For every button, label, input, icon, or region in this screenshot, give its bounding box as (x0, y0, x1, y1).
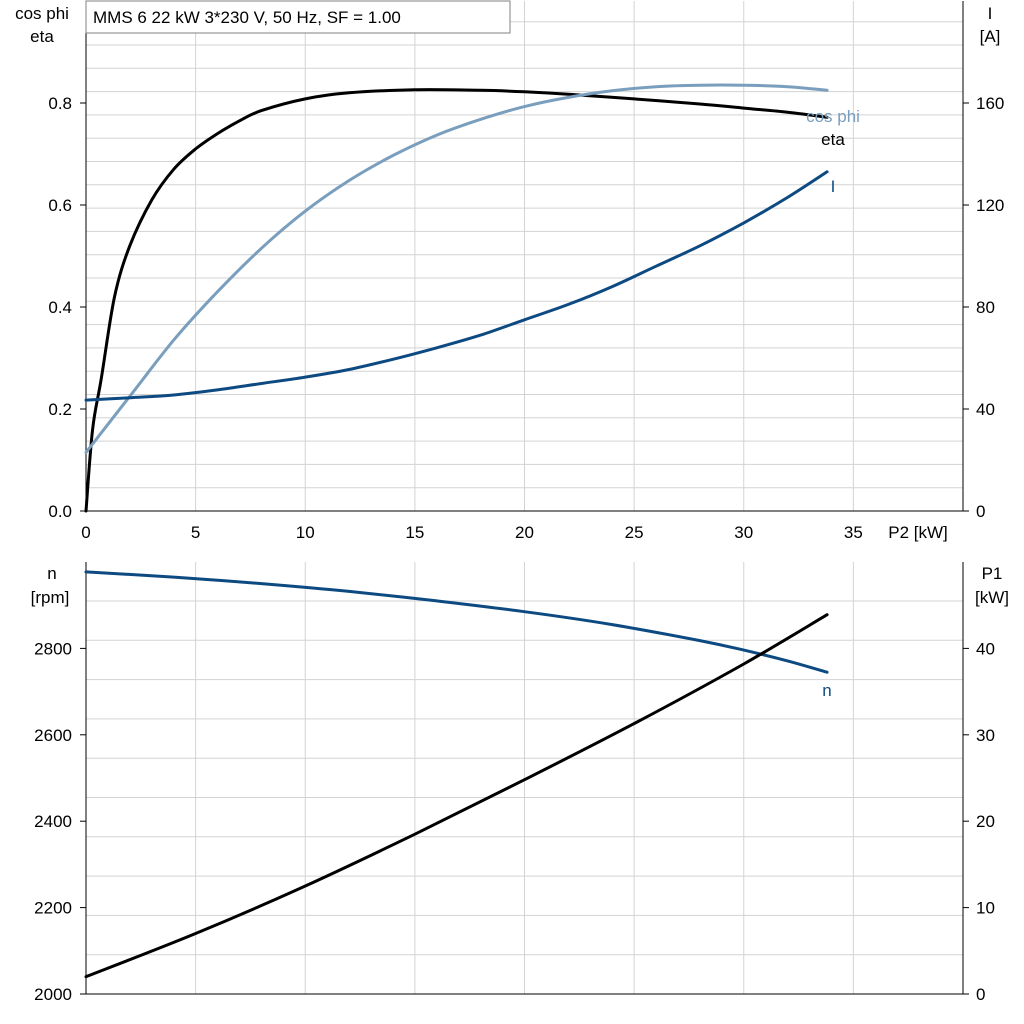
right-tick-label: 120 (976, 196, 1004, 215)
top-right-axis-label-1: I (988, 4, 993, 23)
series-label-speed: n (822, 681, 831, 700)
top-right-axis-label-2: [A] (980, 27, 1001, 46)
speed-curve (84, 570, 829, 674)
x-tick-label: 30 (734, 523, 753, 542)
right-tick-label: 160 (976, 94, 1004, 113)
x-tick-label: 35 (844, 523, 863, 542)
left-tick-label: 2000 (34, 985, 72, 1004)
x-tick-label: 5 (191, 523, 200, 542)
series-label-eta: eta (821, 130, 845, 149)
right-tick-label: 80 (976, 298, 995, 317)
top-panel-ticks: 0.0 0.2 0.4 0.6 0.8 0 40 80 120 160 0 5 10 15 20 25 30 35 (48, 94, 1004, 542)
x-tick-label: 20 (515, 523, 534, 542)
top-left-axis-label-1: cos phi (15, 4, 69, 23)
bottom-panel-grid (86, 562, 963, 994)
right-tick-label: 10 (976, 899, 995, 918)
left-tick-label: 0.4 (48, 298, 72, 317)
left-tick-label: 0.2 (48, 400, 72, 419)
bottom-panel-ticks: 2000 2200 2400 2600 2800 0 10 20 30 40 (34, 639, 995, 1004)
bottom-right-axis-label-2: [kW] (975, 588, 1009, 607)
top-left-axis-label-2: eta (30, 27, 54, 46)
eta-curve (84, 88, 829, 513)
left-tick-label: 0.6 (48, 196, 72, 215)
top-panel-frame (85, 1, 964, 512)
right-tick-label: 40 (976, 639, 995, 658)
cosphi-curve (84, 83, 829, 454)
left-tick-label: 2400 (34, 812, 72, 831)
left-tick-label: 0.8 (48, 94, 72, 113)
top-panel-curves (84, 83, 829, 513)
right-tick-label: 40 (976, 400, 995, 419)
right-tick-label: 30 (976, 726, 995, 745)
title-box (85, 0, 511, 34)
p1-curve (84, 613, 829, 979)
bottom-left-axis-label-1: n (47, 564, 56, 583)
right-tick-label: 0 (976, 985, 985, 1004)
x-axis-label: P2 [kW] (888, 523, 948, 542)
bottom-left-axis-label-2: [rpm] (31, 588, 70, 607)
left-tick-label: 2800 (34, 639, 72, 658)
bottom-panel-frame (85, 562, 964, 995)
right-tick-label: 20 (976, 812, 995, 831)
series-label-current: I (831, 177, 836, 196)
bottom-right-axis-label-1: P1 (982, 564, 1003, 583)
bottom-panel-curves (84, 570, 829, 979)
series-label-cosphi: cos phi (806, 107, 860, 126)
title-text: MMS 6 22 kW 3*230 V, 50 Hz, SF = 1.00 (93, 8, 401, 27)
x-tick-label: 15 (405, 523, 424, 542)
x-tick-label: 10 (296, 523, 315, 542)
left-tick-label: 2600 (34, 726, 72, 745)
left-tick-label: 2200 (34, 899, 72, 918)
current-curve (84, 170, 829, 402)
x-tick-label: 0 (81, 523, 90, 542)
right-tick-label: 0 (976, 502, 985, 521)
x-tick-label: 25 (625, 523, 644, 542)
top-panel-grid (86, 1, 963, 511)
left-tick-label: 0.0 (48, 502, 72, 521)
